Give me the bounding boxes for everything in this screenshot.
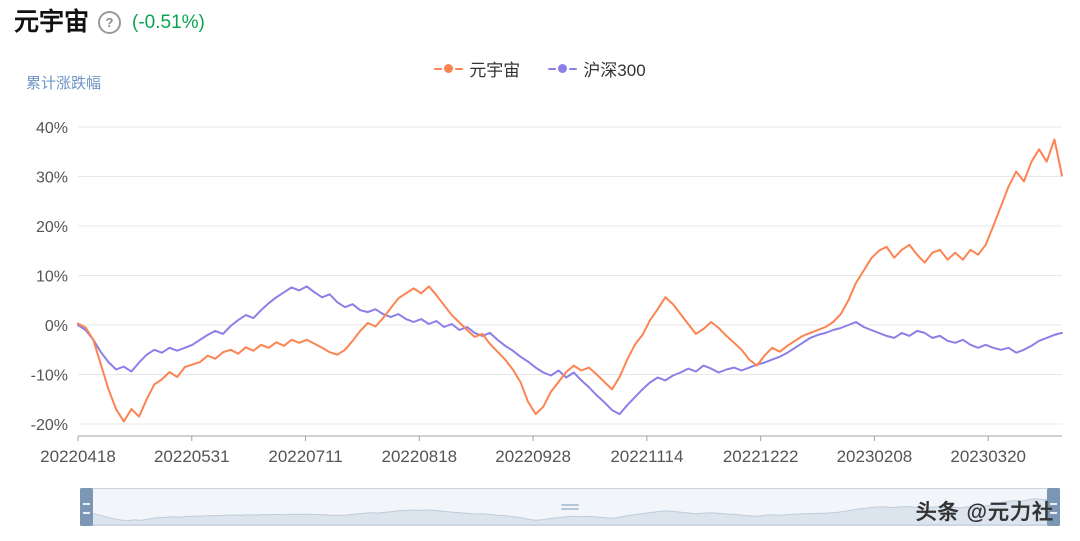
slider-right-handle[interactable]	[1047, 488, 1060, 526]
x-tick-label: 20230320	[950, 447, 1026, 466]
slider-data-silhouette	[81, 497, 1059, 525]
watermark: 头条 @元力社	[915, 501, 1054, 524]
legend-item-metaverse[interactable]: 元宇宙	[434, 56, 520, 81]
legend-label: 沪深300	[583, 61, 646, 80]
x-tick-label: 20220418	[40, 447, 116, 466]
y-tick-label: 40%	[36, 120, 68, 137]
chart-legend: 元宇宙 沪深300	[0, 56, 1080, 81]
page-title: 元宇宙	[14, 9, 90, 36]
y-tick-label: -10%	[31, 368, 68, 385]
legend-item-hs300[interactable]: 沪深300	[548, 56, 646, 81]
x-tick-label: 20220711	[268, 447, 342, 466]
y-tick-label: 20%	[36, 219, 68, 236]
series-line-hs300	[77, 285, 1063, 416]
chart-plot-area[interactable]: 40%30%20%10%0%-10%-20% 20220418 20220531 2…	[0, 92, 1080, 470]
y-tick-label: 10%	[36, 269, 68, 286]
x-tick-label: 20221222	[723, 447, 799, 466]
header: 元宇宙 ? (-0.51%)	[14, 10, 205, 35]
change-percentage: (-0.51%)	[132, 12, 205, 33]
grip-icon	[1050, 503, 1057, 514]
slider-left-handle[interactable]	[80, 488, 93, 526]
y-axis-title: 累计涨跌幅	[26, 75, 102, 92]
x-tick-label: 20220818	[382, 447, 458, 466]
y-tick-label: -20%	[31, 417, 68, 434]
gridlines	[78, 126, 1062, 425]
x-tick-label: 20220531	[154, 447, 230, 466]
series-line-metaverse	[77, 138, 1063, 423]
x-tick-label: 20230208	[837, 447, 913, 466]
line-dot-marker-icon	[548, 64, 578, 73]
x-axis-tick-labels: 20220418 20220531 20220711 20220818 20220928…	[40, 436, 1026, 466]
x-tick-label: 20221114	[610, 447, 683, 466]
line-dot-marker-icon	[434, 64, 464, 73]
legend-label: 元宇宙	[469, 61, 521, 80]
slider-preview	[81, 497, 1059, 525]
slider-move-handle-icon[interactable]	[561, 502, 579, 512]
grip-icon	[83, 503, 90, 514]
x-tick-label: 20220928	[495, 447, 571, 466]
datazoom-slider[interactable]	[80, 488, 1060, 526]
y-tick-label: 30%	[36, 170, 68, 187]
y-axis-tick-labels: 40% 30% 20% 10% 0% -10% -20%	[31, 120, 68, 434]
y-tick-label: 0%	[45, 318, 68, 335]
help-icon[interactable]: ?	[98, 11, 122, 34]
